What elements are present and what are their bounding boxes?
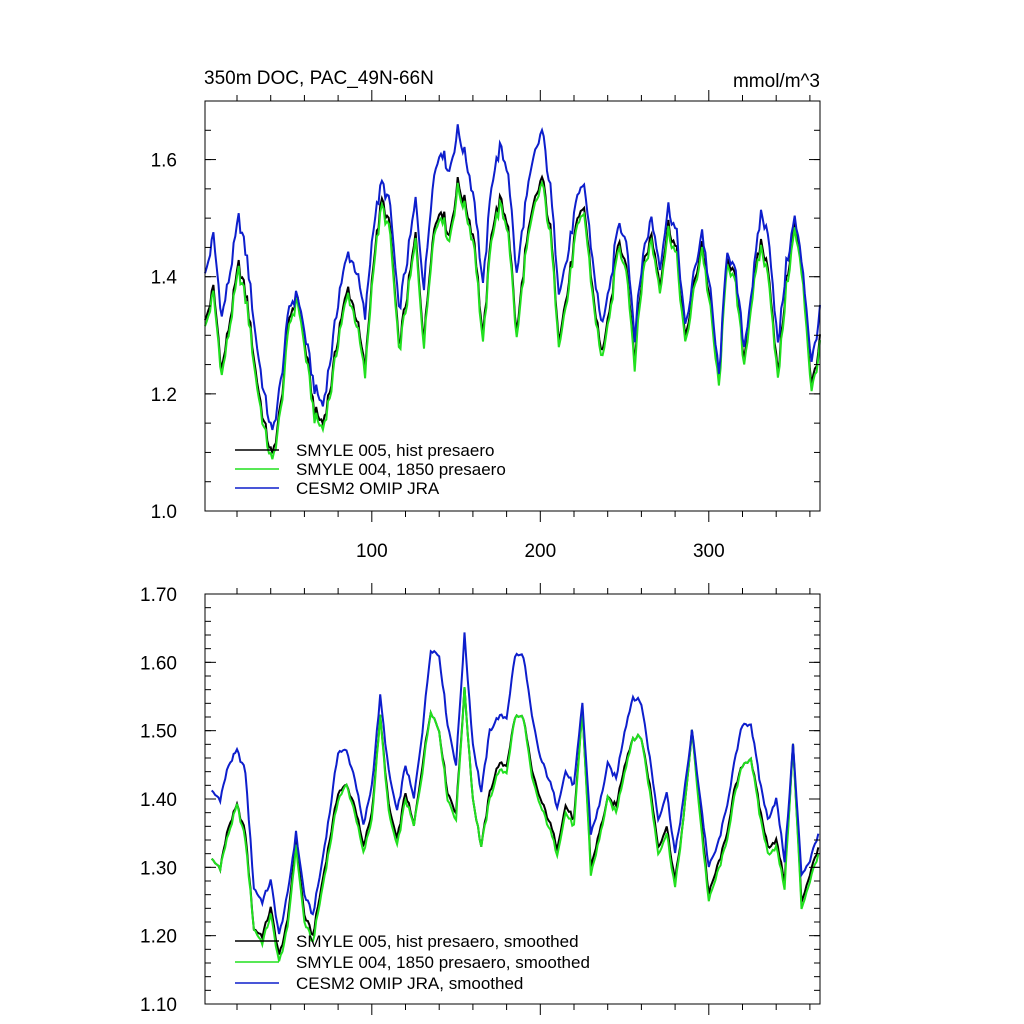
bottom-ytick-label: 1.70 (140, 585, 177, 606)
top-series-line-2 (204, 179, 821, 460)
top-ytick-label: 1.0 (151, 502, 177, 523)
bottom-series-line-2 (210, 687, 820, 962)
bottom-ytick-label: 1.20 (140, 927, 177, 948)
bottom-series-line-3 (210, 632, 820, 935)
top-xtick-label: 200 (524, 541, 556, 562)
bottom-ytick-label: 1.60 (140, 653, 177, 674)
bottom-legend-label-1: SMYLE 005, hist presaero, smoothed (296, 932, 579, 951)
bottom-ytick-label: 1.40 (140, 790, 177, 811)
bottom-panel: 1.10 1.20 1.30 1.40 1.50 1.60 1.70 SMYLE 005, … (140, 583, 821, 1016)
bottom-legend-label-3: CESM2 OMIP JRA, smoothed (296, 974, 523, 993)
bottom-panel-ticks (205, 583, 820, 1015)
top-panel-tick-labels: 1.0 1.2 1.4 1.6 100 200 300 (151, 151, 725, 562)
top-panel-series (204, 124, 821, 460)
bottom-panel-tick-labels: 1.10 1.20 1.30 1.40 1.50 1.60 1.70 (140, 585, 177, 1016)
bottom-legend-label-2: SMYLE 004, 1850 presaero, smoothed (296, 953, 590, 972)
top-ytick-label: 1.4 (151, 268, 178, 289)
top-legend-label-1: SMYLE 005, hist presaero (296, 441, 494, 460)
top-panel-ticks (205, 90, 820, 522)
bottom-panel-legend: SMYLE 005, hist presaero, smoothed SMYLE … (235, 932, 590, 993)
top-series-line-3 (204, 124, 821, 431)
bottom-ytick-label: 1.30 (140, 858, 177, 879)
top-panel-units: mmol/m^3 (733, 71, 820, 92)
bottom-panel-series (210, 632, 820, 962)
top-ytick-label: 1.2 (151, 385, 177, 406)
top-panel: 350m DOC, PAC_49N-66N mmol/m^3 1.0 1.2 1.4… (151, 68, 821, 562)
top-panel-title: 350m DOC, PAC_49N-66N (204, 68, 434, 89)
top-xtick-label: 300 (693, 541, 725, 562)
top-legend-label-3: CESM2 OMIP JRA (296, 479, 440, 498)
top-xtick-label: 100 (356, 541, 388, 562)
bottom-ytick-label: 1.10 (140, 995, 177, 1016)
top-ytick-label: 1.6 (151, 151, 177, 172)
top-legend-label-2: SMYLE 004, 1850 presaero (296, 460, 506, 479)
bottom-ytick-label: 1.50 (140, 722, 177, 743)
